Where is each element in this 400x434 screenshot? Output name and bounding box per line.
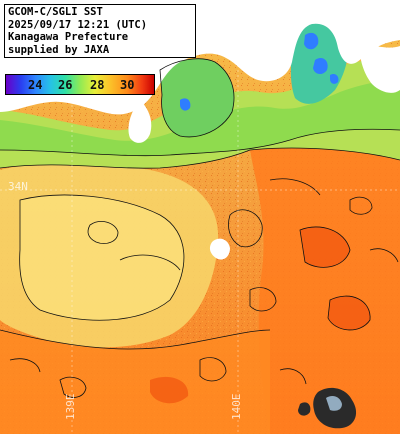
colorbar-tick-28: 28 xyxy=(90,78,105,92)
warm-zone-east xyxy=(250,145,400,434)
hot-patches xyxy=(150,226,371,404)
warm-zone-south xyxy=(0,330,270,434)
title-line-credit: supplied by JAXA xyxy=(8,43,110,56)
title-line-region: Kanagawa Prefecture xyxy=(8,31,129,44)
izu-peninsula xyxy=(128,100,152,143)
longitude-label-140e: 140E xyxy=(230,393,243,421)
cloud-patch xyxy=(298,387,357,429)
longitude-label-139e: 139E xyxy=(64,393,77,421)
sst-contours xyxy=(0,58,400,398)
sst-colorbar: 24 26 28 30 xyxy=(5,74,155,95)
cloud-patch-bright xyxy=(326,396,342,411)
colorbar-tick-30: 30 xyxy=(120,78,135,92)
title-box: GCOM-C/SGLI SST 2025/09/17 12:21 (UTC) K… xyxy=(4,4,196,58)
colorbar-tick-26: 26 xyxy=(58,78,73,92)
title-line-product: GCOM-C/SGLI SST xyxy=(8,6,103,18)
sagami-bay xyxy=(160,58,235,137)
oshima-island xyxy=(209,238,230,260)
title-line-datetime: 2025/09/17 12:21 (UTC) xyxy=(8,18,148,31)
cool-plume-core xyxy=(19,195,184,321)
colorbar-tick-24: 24 xyxy=(28,78,43,92)
boso-peninsula xyxy=(359,40,400,93)
latitude-label-34n: 34N xyxy=(8,180,28,193)
